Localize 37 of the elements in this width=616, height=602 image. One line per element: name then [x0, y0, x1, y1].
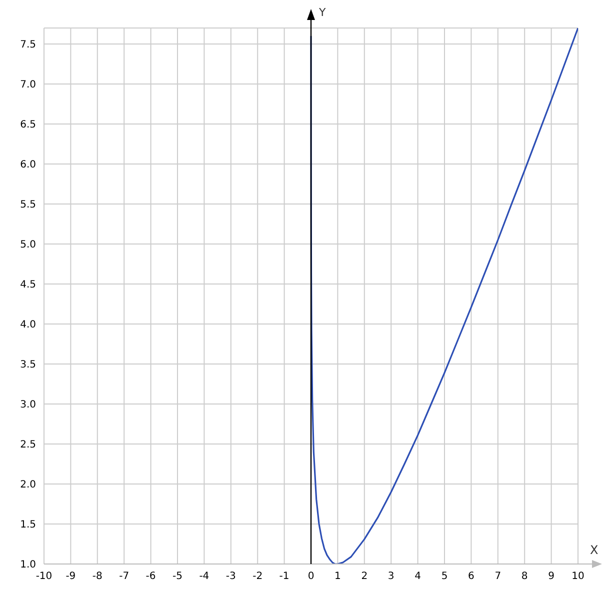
y-tick-label: 4.0: [20, 320, 36, 331]
x-tick-label: 2: [361, 571, 368, 582]
y-tick-label: 2.5: [20, 440, 36, 451]
y-tick-label: 1.5: [20, 520, 36, 531]
x-tick-label: -7: [119, 571, 130, 582]
x-tick-label: 5: [441, 571, 448, 582]
x-tick-label: 6: [468, 571, 474, 582]
x-tick-label: 7: [494, 571, 502, 582]
x-tick-label: -1: [279, 571, 290, 582]
x-tick-label: -8: [92, 571, 102, 582]
y-tick-label: 6.5: [20, 120, 36, 131]
y-tick-label: 6.0: [20, 160, 36, 171]
y-tick-label: 5.0: [20, 240, 36, 251]
y-tick-label: 3.0: [20, 400, 36, 411]
x-tick-label: -2: [252, 571, 263, 582]
y-tick-label: 2.0: [20, 480, 36, 491]
x-tick-label: -6: [146, 571, 156, 582]
y-tick-label: 5.5: [20, 200, 36, 211]
y-tick-label: 7.5: [20, 40, 36, 51]
x-tick-label: 3: [388, 571, 394, 582]
x-tick-label: 9: [548, 571, 554, 582]
y-tick-label: 1.0: [20, 560, 36, 571]
x-tick-label: -5: [172, 571, 182, 582]
x-tick-label: 10: [572, 571, 584, 582]
x-tick-label: -3: [226, 571, 236, 582]
x-axis-title: X: [590, 543, 598, 557]
y-tick-label: 7.0: [20, 80, 36, 91]
x-tick-label: -9: [66, 571, 76, 582]
x-tick-label: -10: [36, 571, 52, 582]
y-tick-label: 3.5: [20, 360, 36, 371]
y-tick-label: 4.5: [20, 280, 36, 291]
x-tick-label: -4: [199, 571, 210, 582]
x-tick-label: 4: [414, 571, 421, 582]
x-tick-label: 1: [334, 571, 341, 582]
x-tick-label: 0: [308, 571, 314, 582]
y-axis-title: Y: [318, 6, 326, 19]
x-tick-label: 8: [521, 571, 528, 582]
